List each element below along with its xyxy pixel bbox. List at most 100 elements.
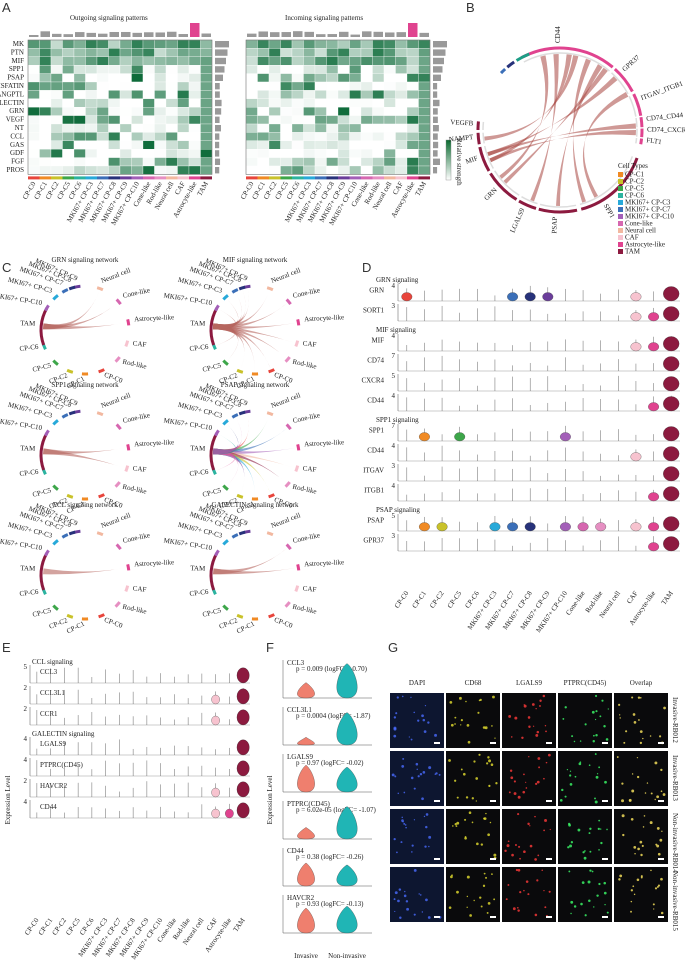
signal (544, 725, 547, 727)
violin (648, 402, 660, 412)
heat-cell (131, 165, 144, 175)
chord-sector (639, 116, 644, 128)
scale-bar (434, 858, 440, 860)
network-node (236, 613, 244, 619)
scale-bar (546, 916, 552, 918)
axis-max: 4 (392, 282, 396, 290)
signal (424, 845, 427, 848)
signal (631, 789, 635, 793)
network-node (214, 549, 220, 557)
cell-type-strip (407, 176, 419, 180)
bar (350, 34, 360, 37)
signal (639, 696, 642, 699)
axis-max: 4 (24, 735, 28, 743)
heat-cell (326, 98, 339, 108)
signal (525, 880, 529, 883)
signal (466, 723, 470, 727)
signal (394, 775, 397, 778)
heat-cell (303, 48, 316, 57)
legend-swatch (618, 179, 623, 184)
signal (630, 889, 634, 892)
network-node (296, 443, 301, 451)
heat-cell (406, 107, 419, 116)
bar (293, 31, 303, 37)
signal (405, 900, 409, 903)
violin (436, 522, 448, 532)
heat-cell (119, 48, 132, 57)
cell-type-strip (85, 176, 97, 180)
heat-cell (154, 107, 167, 116)
signal (507, 840, 510, 843)
heat-cell (360, 73, 373, 83)
chord-sector (476, 132, 481, 145)
signal (529, 844, 533, 848)
violin (418, 522, 430, 532)
signal (519, 891, 522, 894)
heat-cell (314, 65, 327, 74)
violin (663, 306, 680, 322)
violin (577, 522, 589, 532)
row-bar (215, 91, 220, 98)
violin (236, 688, 250, 705)
chord-sector (632, 93, 643, 117)
heat-cell (372, 65, 385, 74)
gene-label: CD44 (367, 397, 384, 405)
gene-label: PTPRC(CD45) (287, 800, 330, 808)
heat-cell (50, 165, 63, 175)
heat-cell (360, 132, 373, 141)
violin (560, 432, 571, 442)
heat-cell (200, 132, 213, 141)
gene-label: CCR1 (40, 710, 58, 718)
node-label: TAM (20, 564, 36, 572)
heat-cell (418, 65, 431, 74)
signal (633, 721, 637, 724)
signal (594, 800, 598, 804)
row-bar (215, 99, 222, 107)
network-node (231, 533, 239, 539)
heat-cell (360, 81, 373, 91)
signal (468, 811, 472, 815)
heat-cell (131, 81, 144, 91)
signal (395, 712, 398, 715)
micrograph (446, 693, 500, 748)
heat-cell (200, 39, 213, 49)
signal (410, 776, 414, 780)
signal (513, 792, 517, 796)
signal (581, 881, 585, 884)
signal (584, 850, 586, 852)
heat-cell (372, 73, 385, 83)
heat-cell (372, 149, 385, 158)
heat-cell (27, 140, 40, 150)
heat-cell (257, 73, 270, 83)
cell-type-strip (200, 176, 212, 180)
heat-cell (188, 115, 201, 125)
signal (459, 696, 462, 700)
row-bar (215, 167, 220, 174)
signal (595, 775, 599, 779)
heat-cell (349, 165, 362, 175)
heat-cell (360, 165, 373, 175)
heat-cell (360, 39, 373, 49)
heat-cell (383, 56, 396, 66)
signal (643, 815, 646, 817)
heat-cell (108, 165, 121, 175)
signal (656, 795, 660, 799)
network-node (222, 419, 229, 426)
signal (487, 833, 491, 837)
network-title: GALECTIN signaling network (211, 501, 299, 509)
heat-cell (314, 81, 327, 91)
signal (618, 703, 621, 706)
signal (641, 844, 644, 848)
signal (476, 842, 479, 846)
signal (603, 891, 607, 895)
signal (421, 714, 424, 718)
pathway-label: NT (15, 124, 25, 132)
signal (413, 711, 416, 714)
violin (297, 737, 315, 746)
heat-cell (280, 65, 293, 74)
signal (535, 782, 538, 786)
heat-cell (418, 98, 431, 108)
heat-cell (268, 90, 281, 99)
heat-cell (39, 98, 52, 108)
network-node (214, 429, 220, 437)
